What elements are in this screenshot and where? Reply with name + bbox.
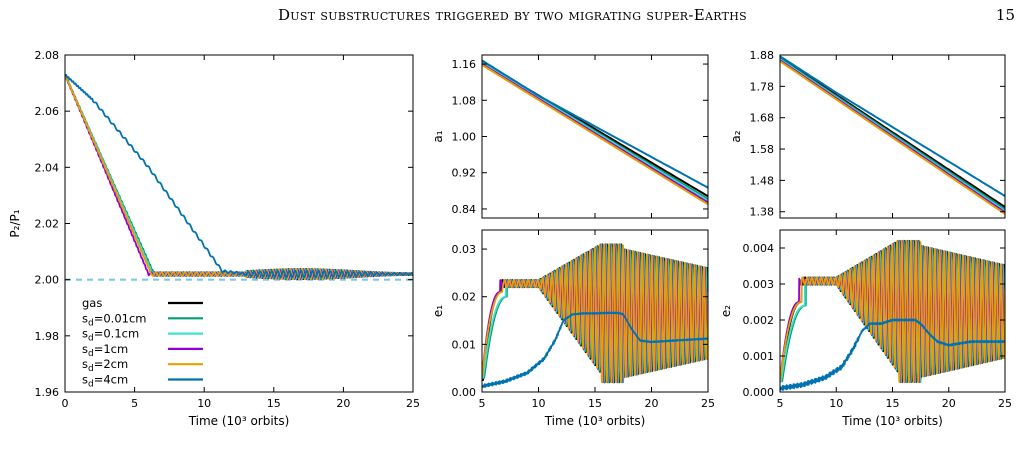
y-tick-label: 1.68 [750,112,775,125]
series-sd-4cm-a1 [482,59,708,189]
y-axis-label: a₁ [431,130,445,142]
x-tick-label: 15 [886,397,900,410]
legend-label: sd=2cm [82,357,128,374]
series-sd-2cm-e2 [780,239,1005,383]
y-tick-label: 0.02 [452,291,477,304]
x-tick-label: 20 [645,397,659,410]
series-sd-4cm-e2 [780,318,1005,391]
plot-area-e1 [482,243,708,388]
y-tick-label: 0.01 [452,338,477,351]
x-tick-label: 20 [942,397,956,410]
series-sd-2cm-a2 [780,60,1005,215]
series-gas-p-ratio [65,73,413,280]
y-tick-label: 1.48 [750,174,775,187]
x-axis-label: Time (10³ orbits) [841,414,943,428]
x-tick-label: 10 [532,397,546,410]
y-tick-label: 1.16 [452,58,477,71]
y-axis-label: P₂/P₁ [8,209,22,237]
y-tick-label: 0.00 [452,386,477,399]
y-tick-label: 0.000 [743,386,775,399]
x-tick-label: 15 [588,397,602,410]
x-tick-label: 0 [62,397,69,410]
page-number: 15 [995,6,1015,24]
series-sd-2cm-p-ratio [65,74,413,280]
y-tick-label: 1.78 [750,80,775,93]
x-axis-label: Time (10³ orbits) [188,414,290,428]
series-sd-4cm-a2 [780,55,1005,197]
y-tick-label: 1.38 [750,206,775,219]
x-tick-label: 25 [406,397,420,410]
legend-label: gas [82,296,102,310]
legend-label: sd=4cm [82,373,128,390]
series-sd-4cm-p-ratio [65,74,413,279]
legend-label: sd=1cm [82,342,128,359]
legend-label: sd=0.01cm [82,311,147,328]
chart-p-ratio: 0 5 10 15 20 25 1.96 1.98 2.00 2.02 2.04 2.06 2.08 Ti… [8,49,420,428]
x-tick-label: 20 [336,397,350,410]
series-sd-2cm-a1 [482,64,708,206]
series-sd-0.1cm-p-ratio [65,73,413,280]
y-tick-label: 2.00 [35,274,60,287]
x-tick-label: 5 [479,397,486,410]
y-tick-label: 2.06 [35,105,60,118]
x-tick-label: 10 [197,397,211,410]
chart-a1: 0.84 0.92 1.00 1.08 1.16 a₁ [431,54,709,219]
y-tick-label: 1.88 [750,49,775,62]
y-axis-label: e₂ [719,305,733,317]
y-tick-label: 1.96 [35,386,60,399]
axes-frame-a1 [481,54,709,219]
x-tick-label: 5 [777,397,784,410]
y-tick-label: 2.02 [35,218,60,231]
x-axis-label: Time (10³ orbits) [544,414,646,428]
y-axis-label: e₁ [431,305,445,317]
running-header: Dust substructures triggered by two migr… [277,6,748,24]
plot-area-a1 [482,59,708,206]
x-tick-label: 5 [131,397,138,410]
x-tick-label: 25 [998,397,1012,410]
series-sd-4cm-e1 [482,311,708,388]
series-sd-1cm-p-ratio [65,74,413,280]
y-tick-label: 1.98 [35,330,60,343]
chart-e2: 5 10 15 20 25 0.000 0.001 0.002 0.003 0.004 Time (… [719,229,1012,428]
plot-area-a2 [780,55,1005,215]
y-tick-label: 0.004 [743,242,775,255]
y-tick-label: 2.04 [35,161,60,174]
y-tick-label: 0.002 [743,314,775,327]
y-tick-label: 1.58 [750,143,775,156]
series-sd-0.01cm-p-ratio [65,73,413,280]
y-tick-label: 0.003 [743,278,775,291]
y-tick-label: 0.001 [743,350,775,363]
x-tick-label: 10 [829,397,843,410]
chart-e1: 5 10 15 20 25 0.00 0.01 0.02 0.03 Time (10³ orbit… [431,229,715,428]
plot-area-e2 [780,239,1005,391]
chart-a2: 1.38 1.48 1.58 1.68 1.78 1.88 a₂ [729,49,1006,219]
y-tick-label: 0.84 [452,203,477,216]
y-tick-label: 0.03 [452,243,477,256]
y-tick-label: 1.08 [452,94,477,107]
series-sd-2cm-e1 [482,243,708,384]
plot-area-p-ratio [65,73,413,281]
y-tick-label: 0.92 [452,167,477,180]
x-tick-label: 15 [267,397,281,410]
y-axis-label: a₂ [729,130,743,142]
y-tick-label: 2.08 [35,49,60,62]
legend-label: sd=0.1cm [82,327,139,344]
y-tick-label: 1.00 [452,131,477,144]
x-tick-label: 25 [701,397,715,410]
